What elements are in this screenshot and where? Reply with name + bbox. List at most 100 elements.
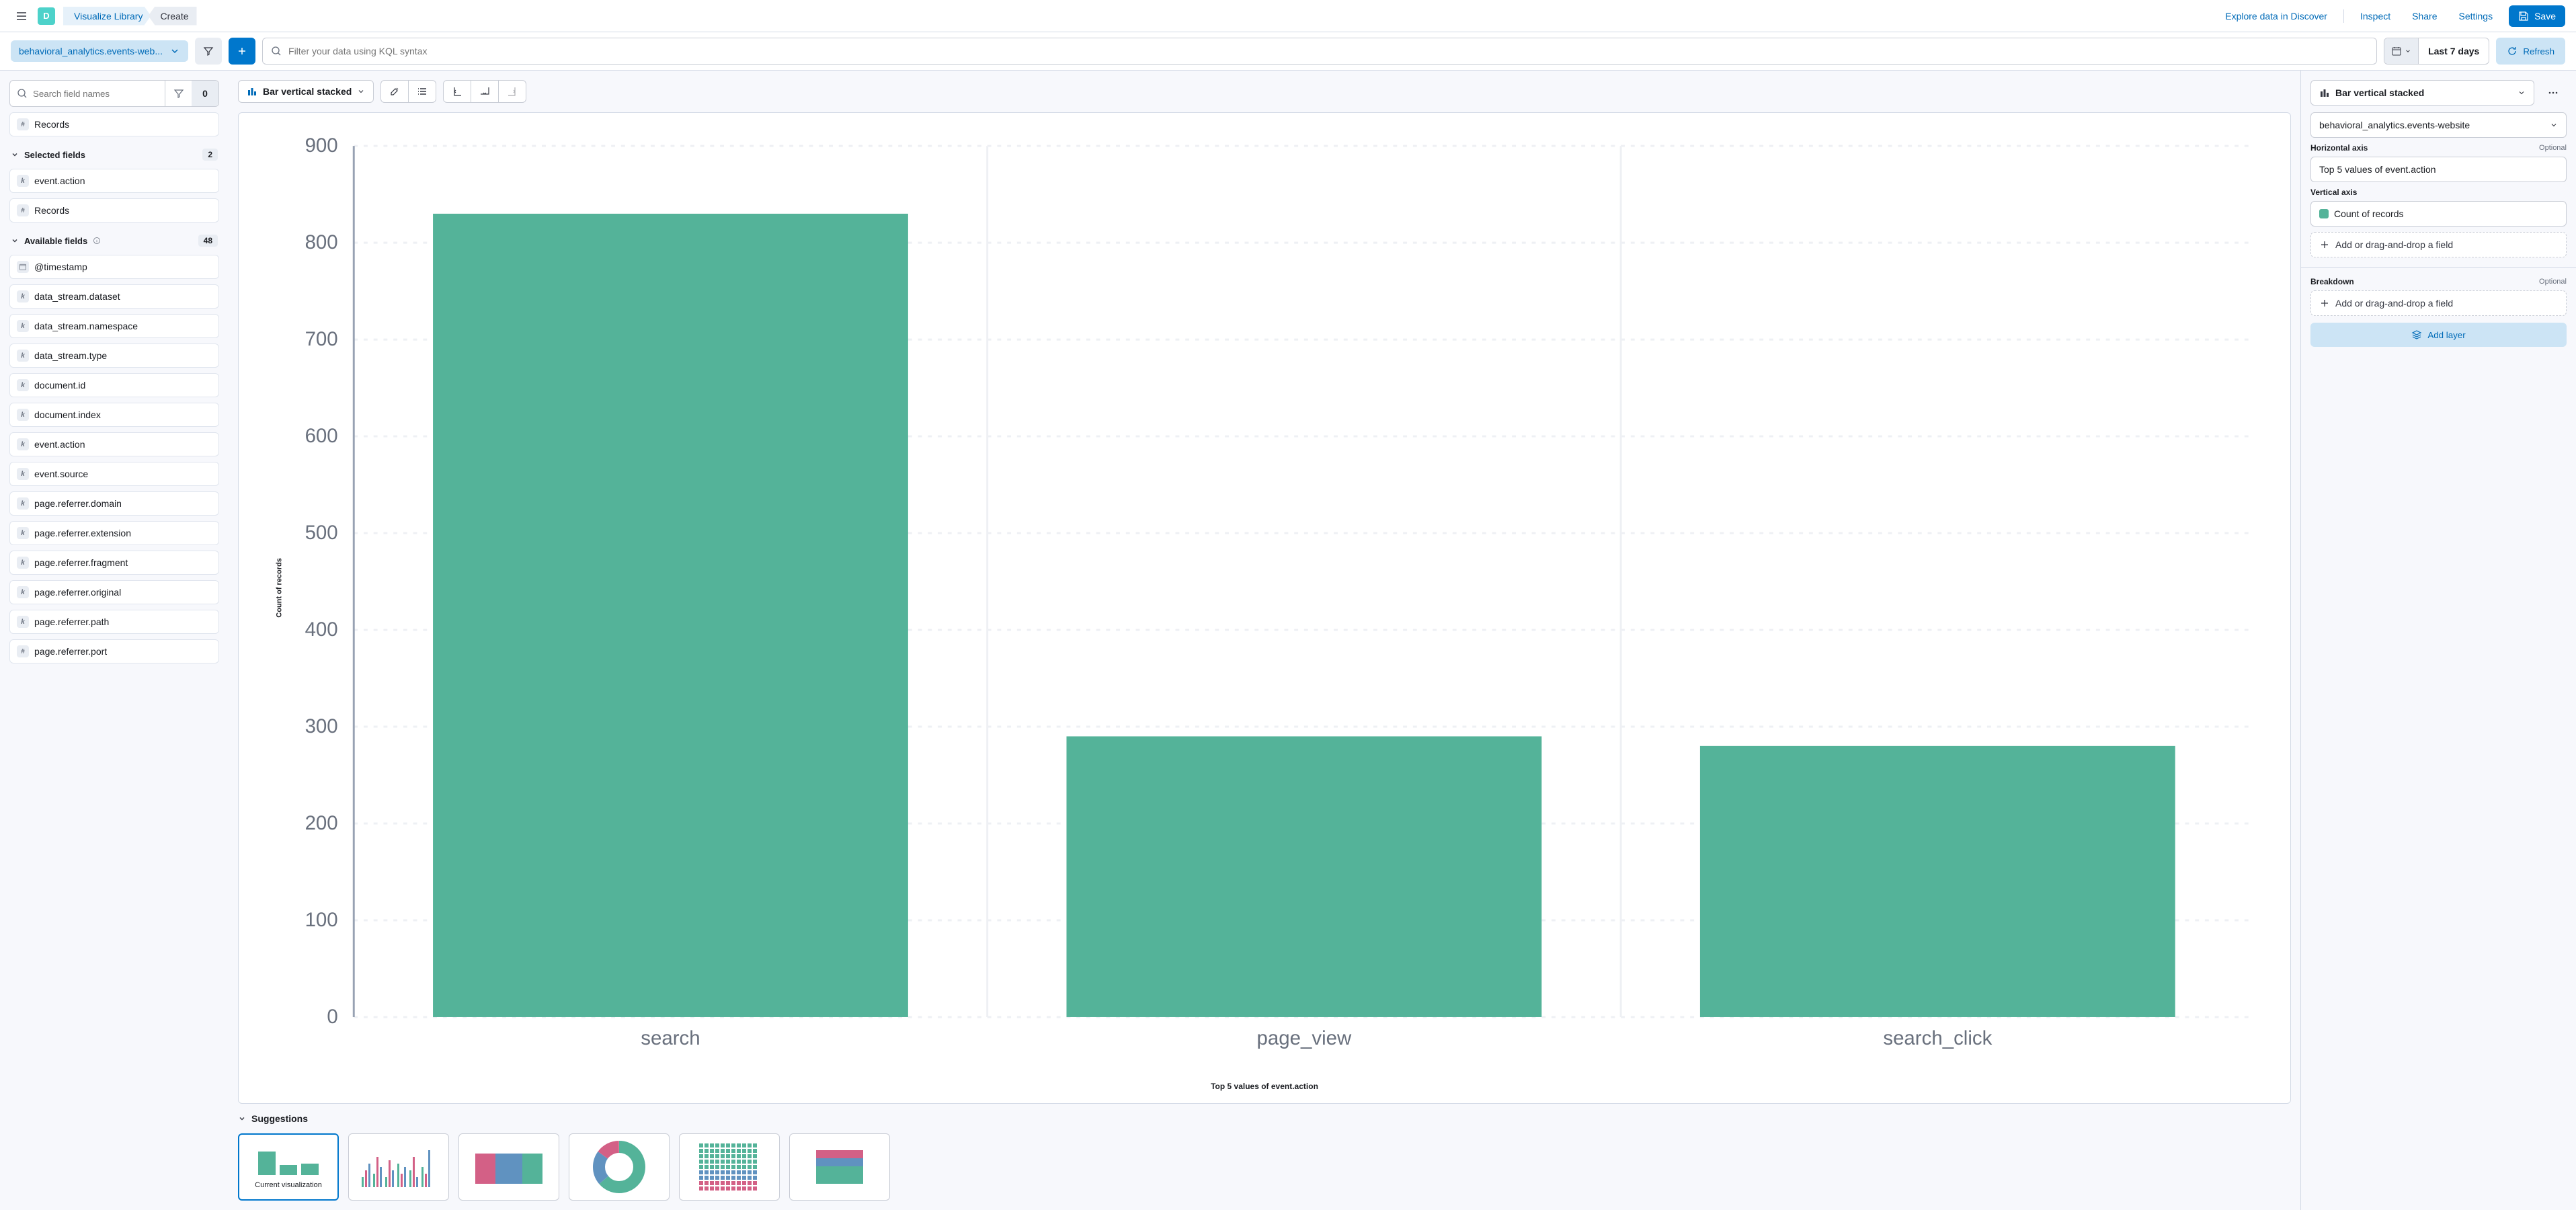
field-item[interactable]: kpage.referrer.fragment [9, 551, 219, 575]
field-item[interactable]: k page.referrer.extension [9, 521, 219, 545]
field-type-icon: k [17, 468, 29, 480]
list-icon [417, 86, 428, 97]
time-range-label[interactable]: Last 7 days [2419, 46, 2489, 56]
chevron-down-icon [2550, 121, 2558, 129]
field-item[interactable]: kdata_stream.type [9, 344, 219, 368]
calendar-button[interactable] [2384, 38, 2419, 64]
layer-menu-button[interactable] [2540, 80, 2567, 106]
suggestion-donut[interactable] [569, 1133, 670, 1201]
suggestion-thumb-icon [592, 1140, 646, 1194]
field-item[interactable]: kdata_stream.namespace [9, 314, 219, 338]
field-label: document.index [34, 409, 101, 420]
suggestion-stacked-single[interactable] [789, 1133, 890, 1201]
h-axis-field[interactable]: Top 5 values of event.action [2310, 157, 2567, 182]
breadcrumb-library[interactable]: Visualize Library [63, 7, 151, 26]
field-label: @timestamp [34, 261, 87, 272]
add-layer-button[interactable]: Add layer [2310, 323, 2567, 347]
explore-link[interactable]: Explore data in Discover [2220, 7, 2333, 26]
suggestion-current[interactable]: Current visualization [238, 1133, 339, 1201]
svg-text:search: search [641, 1027, 700, 1049]
bar-chart-icon [247, 86, 257, 97]
field-item[interactable]: k document.index [9, 403, 219, 427]
save-label: Save [2534, 11, 2556, 22]
filter-button[interactable] [195, 38, 222, 65]
suggestion-horizontal-stacked[interactable] [458, 1133, 559, 1201]
field-type-icon: k [17, 497, 29, 510]
field-item[interactable]: @timestamp [9, 255, 219, 279]
layer-settings-button[interactable] [381, 81, 409, 102]
field-label: page.referrer.extension [34, 528, 131, 538]
plus-icon [2319, 239, 2330, 250]
workspace: Bar vertical stacked Count of records [229, 71, 2300, 1210]
suggestion-stacked-bars[interactable] [348, 1133, 449, 1201]
suggestions-header[interactable]: Suggestions [238, 1113, 2291, 1124]
index-pattern-select[interactable]: behavioral_analytics.events-website [2310, 112, 2567, 138]
save-button[interactable]: Save [2509, 5, 2565, 27]
refresh-icon [2507, 46, 2518, 56]
field-item[interactable]: k event.action [9, 432, 219, 456]
field-item[interactable]: kevent.action [9, 169, 219, 193]
inspect-link[interactable]: Inspect [2355, 7, 2396, 26]
field-item[interactable]: k page.referrer.original [9, 580, 219, 604]
config-panel: Bar vertical stacked behavioral_analytic… [2300, 71, 2576, 1210]
suggestion-waffle[interactable] [679, 1133, 780, 1201]
field-label: event.action [34, 439, 85, 450]
legend-settings-button[interactable] [409, 81, 436, 102]
chart-type-selector[interactable]: Bar vertical stacked [238, 80, 374, 103]
field-records[interactable]: # Records [9, 112, 219, 136]
field-item[interactable]: #Records [9, 198, 219, 223]
menu-toggle[interactable] [11, 5, 32, 27]
field-type-icon: k [17, 527, 29, 539]
space-avatar[interactable]: D [38, 7, 55, 25]
field-type-icon: k [17, 586, 29, 598]
available-count: 48 [198, 235, 218, 247]
available-fields-label: Available fields [24, 236, 87, 246]
available-fields-header[interactable]: Available fields 48 [9, 232, 219, 249]
selected-fields-header[interactable]: Selected fields 2 [9, 146, 219, 163]
share-link[interactable]: Share [2407, 7, 2442, 26]
kql-input-wrap[interactable] [262, 38, 2377, 65]
time-picker[interactable]: Last 7 days [2384, 38, 2489, 65]
search-icon [17, 88, 28, 99]
svg-text:400: 400 [305, 618, 338, 641]
add-field-label: Add or drag-and-drop a field [2335, 298, 2453, 309]
add-breakdown-field[interactable]: Add or drag-and-drop a field [2310, 290, 2567, 316]
chevron-down-icon [169, 46, 180, 56]
field-item[interactable]: kdata_stream.dataset [9, 284, 219, 309]
field-type-icon: k [17, 557, 29, 569]
field-label: data_stream.namespace [34, 321, 138, 331]
field-label: Records [34, 205, 69, 216]
viz-type-label: Bar vertical stacked [2335, 87, 2424, 98]
field-search-input[interactable] [33, 89, 158, 99]
field-label: page.referrer.original [34, 587, 121, 598]
refresh-label: Refresh [2523, 46, 2554, 56]
field-item[interactable]: kdocument.id [9, 373, 219, 397]
dataview-selector[interactable]: behavioral_analytics.events-web... [11, 40, 188, 62]
add-filter-button[interactable] [229, 38, 255, 65]
field-type-icon [17, 261, 29, 273]
field-type-icon: k [17, 409, 29, 421]
field-filter-button[interactable] [165, 81, 192, 106]
v-axis-value: Count of records [2334, 208, 2404, 219]
calendar-icon [2391, 46, 2402, 56]
field-label: event.source [34, 469, 88, 479]
v-axis-field[interactable]: Count of records [2310, 201, 2567, 227]
bottom-axis-button[interactable] [471, 81, 499, 102]
suggestions-row: Current visualization [238, 1133, 2291, 1201]
field-label: page.referrer.domain [34, 498, 122, 509]
add-v-axis-field[interactable]: Add or drag-and-drop a field [2310, 232, 2567, 257]
field-item[interactable]: k page.referrer.domain [9, 491, 219, 516]
viz-type-select[interactable]: Bar vertical stacked [2310, 80, 2534, 106]
settings-link[interactable]: Settings [2453, 7, 2498, 26]
left-axis-button[interactable] [444, 81, 471, 102]
field-type-icon: k [17, 438, 29, 450]
field-item[interactable]: #page.referrer.port [9, 639, 219, 663]
selected-count: 2 [202, 149, 218, 161]
kql-input[interactable] [288, 46, 2368, 56]
filter-icon [173, 88, 184, 99]
field-item[interactable]: kpage.referrer.path [9, 610, 219, 634]
refresh-button[interactable]: Refresh [2496, 38, 2565, 65]
field-item[interactable]: k event.source [9, 462, 219, 486]
chevron-down-icon [238, 1115, 246, 1123]
querybar: behavioral_analytics.events-web... Last … [0, 32, 2576, 71]
